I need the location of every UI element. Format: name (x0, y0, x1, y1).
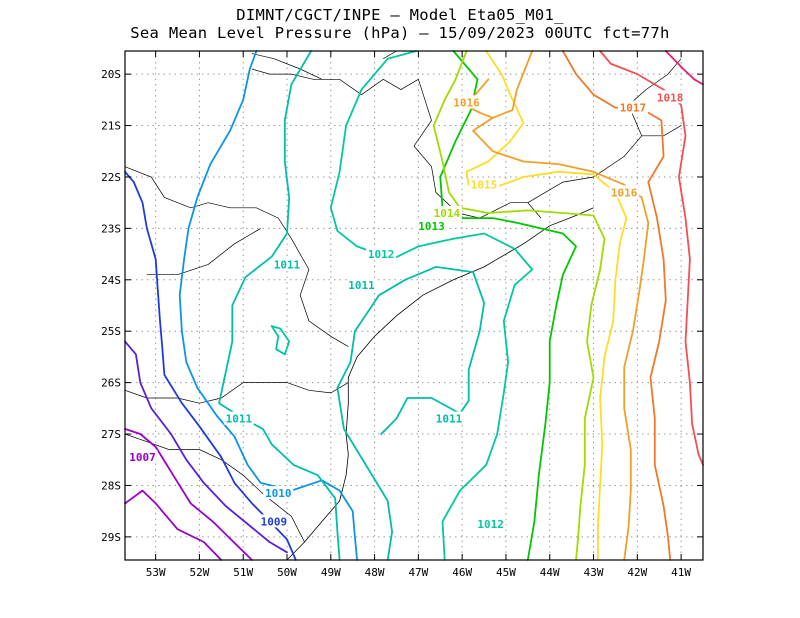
contour-lines (124, 50, 704, 561)
contour-label-1009: 1009 (261, 515, 288, 528)
isobar-1017 (562, 50, 672, 561)
x-tick-label: 44W (540, 566, 560, 579)
x-tick-label: 46W (452, 566, 472, 579)
x-tick-label: 53W (146, 566, 166, 579)
x-tick-label: 52W (190, 566, 210, 579)
y-tick-label: 23S (101, 222, 121, 235)
contour-label-bg (617, 100, 648, 114)
contour-label-bg (272, 257, 303, 271)
state-border (628, 58, 682, 136)
contour-label-1011: 1011 (348, 279, 375, 292)
y-tick-label: 22S (101, 171, 121, 184)
state-border (124, 433, 305, 543)
isobar-1016 (472, 50, 650, 561)
contour-label-1018: 1018 (657, 91, 684, 104)
isobar-1012 (329, 50, 534, 561)
contour-label-1013: 1013 (418, 220, 445, 233)
contour-label-1011: 1011 (436, 413, 463, 426)
isobar-1009 (124, 170, 297, 561)
isobar-1007 (124, 489, 223, 561)
x-axis-ticks: 53W 52W 51W 50W 49W 48W 47W 46W 45W 44W 43W 42W 41W (146, 51, 691, 579)
contour-label-bg (434, 411, 465, 425)
isobar-1008 (124, 340, 288, 554)
state-border (124, 166, 349, 347)
state-border (527, 125, 682, 204)
state-border (251, 68, 419, 96)
y-axis-ticks: 20S 21S 22S 23S 24S 25S 26S 27S 28S 29S (101, 68, 703, 544)
contour-label-bg (475, 517, 506, 531)
contour-label-1012: 1012 (368, 248, 395, 261)
isobar-1014 (432, 50, 606, 561)
isobar-1011 (218, 50, 341, 561)
contour-label-bg (655, 90, 686, 104)
isobar-1019 (664, 50, 704, 86)
state-border (124, 382, 349, 404)
x-tick-label: 41W (671, 566, 691, 579)
contour-label-bg (416, 218, 447, 232)
map-lines (124, 50, 682, 561)
title-line-1: DIMNT/CGCT/INPE – Model Eta05_M01_ (236, 6, 564, 24)
state-border (251, 53, 323, 80)
state-border (413, 79, 542, 219)
x-tick-label: 43W (584, 566, 604, 579)
contour-label-bg (469, 177, 500, 191)
grid-lines (125, 51, 703, 560)
x-tick-label: 49W (321, 566, 341, 579)
contour-label-bg (223, 411, 254, 425)
isobar-1010 (178, 50, 359, 561)
contour-label-bg (346, 277, 377, 291)
chart-title: DIMNT/CGCT/INPE – Model Eta05_M01_ Sea M… (0, 6, 800, 42)
contour-label-1016: 1016 (611, 186, 638, 199)
x-tick-label: 50W (277, 566, 297, 579)
contour-label-1017: 1017 (620, 102, 647, 115)
y-tick-label: 26S (101, 377, 121, 390)
contour-label-1015: 1015 (471, 179, 498, 192)
y-tick-label: 29S (101, 531, 121, 544)
contour-label-1010: 1010 (265, 487, 292, 500)
isobar-1015 (465, 50, 628, 561)
contour-label-1014: 1014 (434, 207, 461, 220)
isobar-1011 (336, 265, 486, 561)
contour-label-1012: 1012 (477, 518, 504, 531)
contour-label-bg (451, 95, 482, 109)
x-tick-label: 51W (233, 566, 253, 579)
isobar-1018 (599, 50, 704, 466)
contour-label-1016: 1016 (453, 96, 480, 109)
contour-label-bg (127, 450, 158, 464)
y-tick-label: 20S (101, 68, 121, 81)
y-tick-label: 24S (101, 274, 121, 287)
x-tick-label: 45W (496, 566, 516, 579)
y-tick-label: 28S (101, 479, 121, 492)
contour-label-bg (431, 205, 462, 219)
isobar-1013 (439, 50, 577, 561)
contour-label-1011: 1011 (226, 413, 253, 426)
plot-frame (124, 50, 704, 561)
y-tick-label: 21S (101, 120, 121, 133)
title-line-2: Sea Mean Level Pressure (hPa) – 15/09/20… (130, 24, 670, 42)
y-tick-label: 25S (101, 325, 121, 338)
state-border (146, 228, 261, 276)
contour-label-1007: 1007 (129, 451, 156, 464)
contour-label-bg (609, 185, 640, 199)
isobar-1012 (270, 325, 291, 356)
contour-labels: 1007 1009 1010 1011 1011 1011 1011 1012 1012 1013… (127, 90, 686, 531)
isobar-1007 (124, 427, 253, 561)
contour-label-1011: 1011 (274, 258, 301, 271)
contour-label-bg (258, 514, 289, 528)
x-tick-label: 47W (408, 566, 428, 579)
contour-label-bg (366, 247, 397, 261)
coastline (286, 207, 594, 561)
state-border (383, 50, 397, 60)
contour-label-bg (263, 486, 294, 500)
x-tick-label: 48W (365, 566, 385, 579)
y-tick-label: 27S (101, 428, 121, 441)
x-tick-label: 42W (627, 566, 647, 579)
